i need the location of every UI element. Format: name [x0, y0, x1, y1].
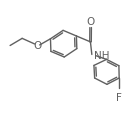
- Text: O: O: [33, 40, 41, 50]
- Text: NH: NH: [94, 51, 109, 61]
- Text: O: O: [86, 17, 95, 26]
- Text: F: F: [116, 93, 122, 102]
